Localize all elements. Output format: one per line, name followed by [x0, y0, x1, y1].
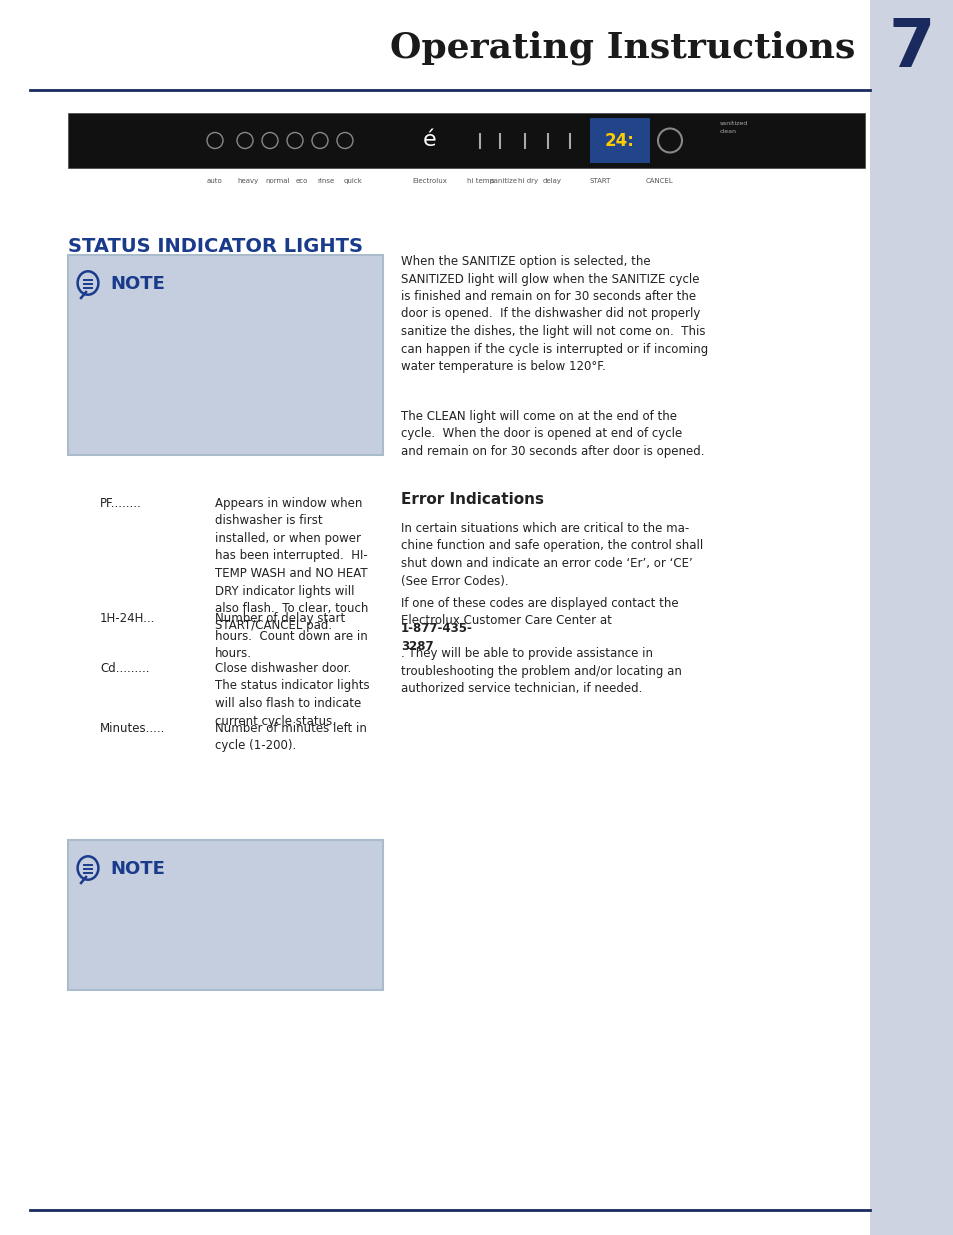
Text: START: START — [589, 178, 610, 184]
Text: delay: delay — [542, 178, 561, 184]
Text: normal: normal — [266, 178, 290, 184]
Text: auto: auto — [207, 178, 223, 184]
Text: If one of these codes are displayed contact the
Electrolux Customer Care Center : If one of these codes are displayed cont… — [400, 597, 678, 627]
Text: 1H-24H...: 1H-24H... — [100, 613, 155, 625]
Text: sanitize: sanitize — [490, 178, 517, 184]
Text: Electrolux: Electrolux — [412, 178, 447, 184]
Text: The CLEAN light will come on at the end of the
cycle.  When the door is opened a: The CLEAN light will come on at the end … — [400, 410, 703, 458]
Text: Number of delay start
hours.  Count down are in
hours.: Number of delay start hours. Count down … — [214, 613, 367, 659]
Text: When the SANITIZE option is selected, the
SANITIZED light will glow when the SAN: When the SANITIZE option is selected, th… — [400, 254, 707, 373]
Text: 7: 7 — [888, 15, 934, 82]
Text: STATUS INDICATOR LIGHTS: STATUS INDICATOR LIGHTS — [68, 237, 363, 256]
Text: Error Indications: Error Indications — [400, 492, 543, 508]
Text: Cd.........: Cd......... — [100, 662, 150, 676]
Text: Minutes.....: Minutes..... — [100, 722, 165, 735]
Text: heavy: heavy — [237, 178, 258, 184]
Bar — [589, 119, 649, 163]
Bar — [68, 840, 382, 990]
Text: PF........: PF........ — [100, 496, 142, 510]
Text: é: é — [423, 131, 436, 151]
Text: clean: clean — [720, 128, 737, 135]
Text: NOTE: NOTE — [110, 275, 165, 293]
Bar — [68, 112, 864, 168]
Text: CANCEL: CANCEL — [645, 178, 673, 184]
Text: rinse: rinse — [317, 178, 335, 184]
Text: NOTE: NOTE — [110, 860, 165, 878]
Text: In certain situations which are critical to the ma-
chine function and safe oper: In certain situations which are critical… — [400, 522, 702, 588]
Text: 1-877-435-
3287: 1-877-435- 3287 — [400, 622, 473, 652]
Text: 24:: 24: — [604, 131, 635, 149]
Text: hi temp: hi temp — [466, 178, 493, 184]
Text: sanitized: sanitized — [720, 121, 747, 126]
Text: Appears in window when
dishwasher is first
installed, or when power
has been int: Appears in window when dishwasher is fir… — [214, 496, 368, 632]
Text: Operating Instructions: Operating Instructions — [389, 31, 854, 65]
Text: quick: quick — [343, 178, 362, 184]
Text: hi dry: hi dry — [517, 178, 537, 184]
Bar — [68, 254, 382, 454]
Text: . They will be able to provide assistance in
troubleshooting the problem and/or : . They will be able to provide assistanc… — [400, 647, 681, 695]
Text: Close dishwasher door.
The status indicator lights
will also flash to indicate
c: Close dishwasher door. The status indica… — [214, 662, 369, 727]
Text: eco: eco — [295, 178, 308, 184]
Text: Number of minutes left in
cycle (1-200).: Number of minutes left in cycle (1-200). — [214, 722, 367, 752]
Bar — [869, 0, 953, 1235]
